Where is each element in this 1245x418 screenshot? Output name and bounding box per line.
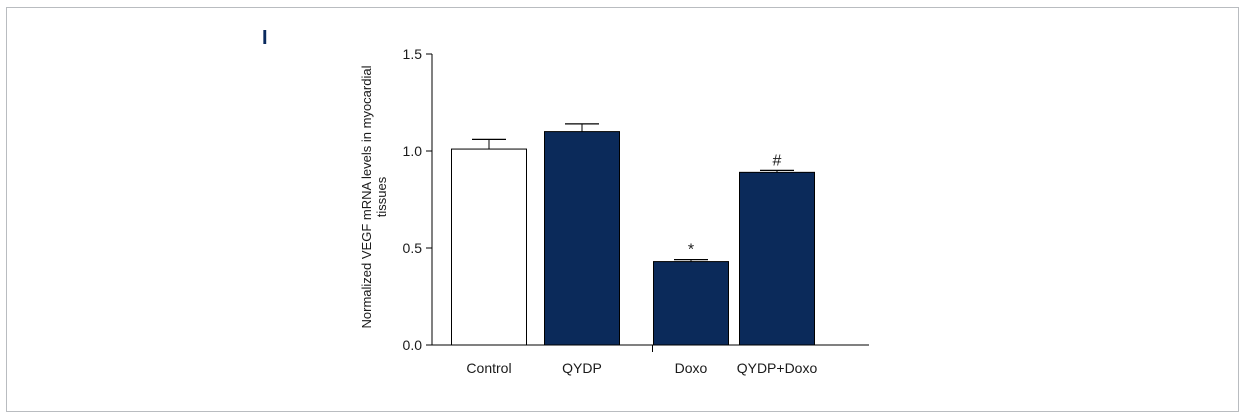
x-tick-label-3: QYDP+Doxo <box>737 360 818 376</box>
bar-qydp-doxo <box>739 171 815 346</box>
bar-doxo <box>653 261 729 346</box>
y-tick-label-0: 0.0 <box>403 337 423 353</box>
bar-qydp <box>544 131 620 346</box>
x-tick-label-2: Doxo <box>675 360 708 376</box>
bars-group: *# <box>451 123 815 346</box>
x-tick-label-0: Control <box>466 360 511 376</box>
y-tick-label-3: 1.5 <box>403 46 423 62</box>
y-axis: 0.0 0.5 1.0 1.5 <box>403 46 433 353</box>
y-axis-label-line-1: Normalized VEGF mRNA levels in myocardia… <box>359 65 374 328</box>
y-tick-label-2: 1.0 <box>403 143 423 159</box>
x-tick-label-1: QYDP <box>562 360 602 376</box>
significance-marker-3: # <box>773 152 782 169</box>
y-axis-label: Normalized VEGF mRNA levels in myocardia… <box>359 65 389 328</box>
significance-marker-2: * <box>688 242 694 259</box>
y-tick-label-1: 0.5 <box>403 240 423 256</box>
panel-label: I <box>262 27 268 49</box>
x-axis: Control QYDP Doxo QYDP+Doxo <box>432 344 869 376</box>
y-axis-label-line-2: tissues <box>374 176 389 217</box>
bar-control <box>451 148 527 346</box>
